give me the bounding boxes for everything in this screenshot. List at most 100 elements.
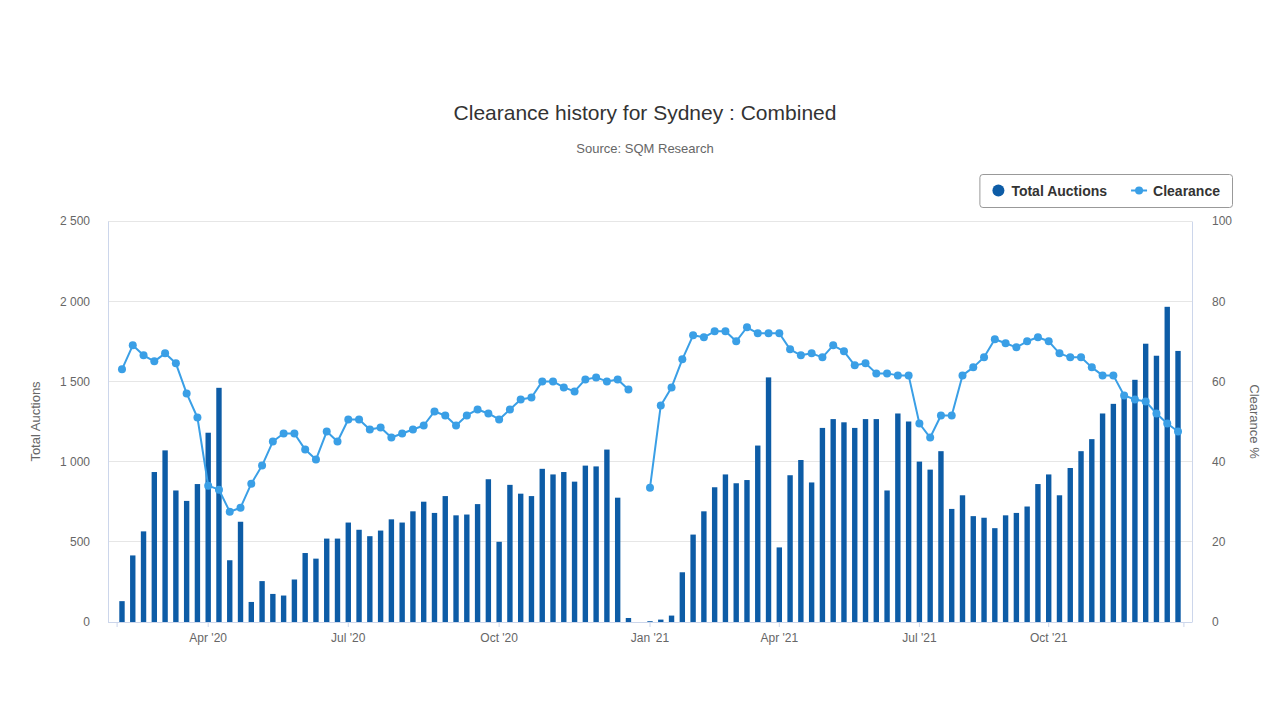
y2-tick-label: 60: [1212, 375, 1226, 389]
y2-axis-title: Clearance %: [1247, 384, 1262, 459]
bar: [389, 519, 394, 622]
bar: [561, 472, 566, 622]
line-marker: [161, 349, 169, 357]
x-tick-label: Apr '21: [760, 631, 798, 645]
x-axis: Apr '20Jul '20Oct '20Jan '21Apr '21Jul '…: [117, 622, 1184, 645]
bar: [927, 470, 932, 622]
bar: [787, 475, 792, 622]
y2-tick-label: 20: [1212, 535, 1226, 549]
line-marker: [883, 369, 891, 377]
line-marker: [1120, 391, 1128, 399]
line-marker: [1142, 397, 1150, 405]
line-marker: [937, 411, 945, 419]
line-marker: [571, 387, 579, 395]
line-marker: [603, 377, 611, 385]
bar: [464, 515, 469, 622]
bar: [1121, 397, 1126, 622]
y-tick-label: 2 000: [60, 295, 90, 309]
clearance-line: [122, 327, 1178, 511]
line-marker: [1152, 409, 1160, 417]
line-marker: [1066, 353, 1074, 361]
legend-label: Total Auctions: [1011, 183, 1107, 199]
line-marker: [851, 361, 859, 369]
bar: [292, 579, 297, 622]
legend-item: Total Auctions: [992, 183, 1107, 199]
bar: [766, 377, 771, 622]
x-tick: Oct '20: [480, 622, 518, 645]
bar: [443, 496, 448, 622]
x-tick: Jul '20: [331, 622, 366, 645]
bar: [335, 539, 340, 622]
line-marker: [797, 351, 805, 359]
bar: [874, 419, 879, 622]
bar: [496, 542, 501, 622]
bar: [421, 502, 426, 622]
y2-tick-label: 40: [1212, 455, 1226, 469]
line-marker: [247, 480, 255, 488]
chart-subtitle: Source: SQM Research: [576, 141, 713, 156]
bar: [798, 460, 803, 622]
bar: [734, 483, 739, 622]
legend: Total AuctionsClearance: [980, 175, 1233, 208]
line-marker: [280, 430, 288, 438]
x-tick-mark: [1048, 622, 1049, 627]
bar: [992, 528, 997, 622]
line-marker: [344, 415, 352, 423]
bar: [1089, 439, 1094, 622]
y-tick-label: 500: [70, 535, 90, 549]
bar: [367, 536, 372, 622]
line-marker: [484, 409, 492, 417]
line-marker: [1055, 349, 1063, 357]
line-marker: [377, 424, 385, 432]
bar: [1068, 468, 1073, 622]
bar: [540, 469, 545, 622]
line-marker: [538, 377, 546, 385]
bar: [1035, 484, 1040, 622]
bar: [809, 482, 814, 622]
y-tick-label: 1 000: [60, 455, 90, 469]
bar: [1111, 404, 1116, 622]
line-marker: [237, 504, 245, 512]
y2-tick: 80: [1192, 295, 1226, 309]
bar: [690, 535, 695, 622]
line-marker: [786, 345, 794, 353]
bar: [680, 572, 685, 622]
line-marker: [624, 385, 632, 393]
x-tick-mark: [348, 622, 349, 627]
line-marker: [1174, 428, 1182, 436]
bar: [259, 581, 264, 622]
line-marker: [775, 329, 783, 337]
line-marker: [1012, 343, 1020, 351]
line-marker: [926, 434, 934, 442]
bar: [777, 547, 782, 622]
line-marker: [140, 351, 148, 359]
y-axis-title: Total Auctions: [28, 381, 43, 462]
bar: [593, 466, 598, 622]
bar: [227, 560, 232, 622]
x-tick-label: Apr '20: [189, 631, 227, 645]
bar: [1014, 513, 1019, 622]
bar: [281, 596, 286, 622]
bar: [1003, 515, 1008, 622]
grid-line: [108, 301, 1192, 302]
line-marker: [527, 393, 535, 401]
bar: [701, 511, 706, 622]
y2-tick-label: 100: [1212, 214, 1232, 228]
bar: [744, 480, 749, 622]
line-marker: [1109, 371, 1117, 379]
bar: [313, 559, 318, 622]
bar: [895, 413, 900, 622]
bar: [1132, 380, 1137, 622]
bar: [453, 515, 458, 622]
line-marker: [991, 335, 999, 343]
bar: [195, 484, 200, 622]
bar: [162, 450, 167, 622]
y2-tick: 40: [1192, 455, 1226, 469]
legend-marker: [1135, 187, 1143, 195]
bar: [270, 594, 275, 622]
line-marker: [958, 371, 966, 379]
line-marker: [581, 375, 589, 383]
line-marker: [312, 456, 320, 464]
bar: [830, 419, 835, 622]
line-marker: [420, 422, 428, 430]
